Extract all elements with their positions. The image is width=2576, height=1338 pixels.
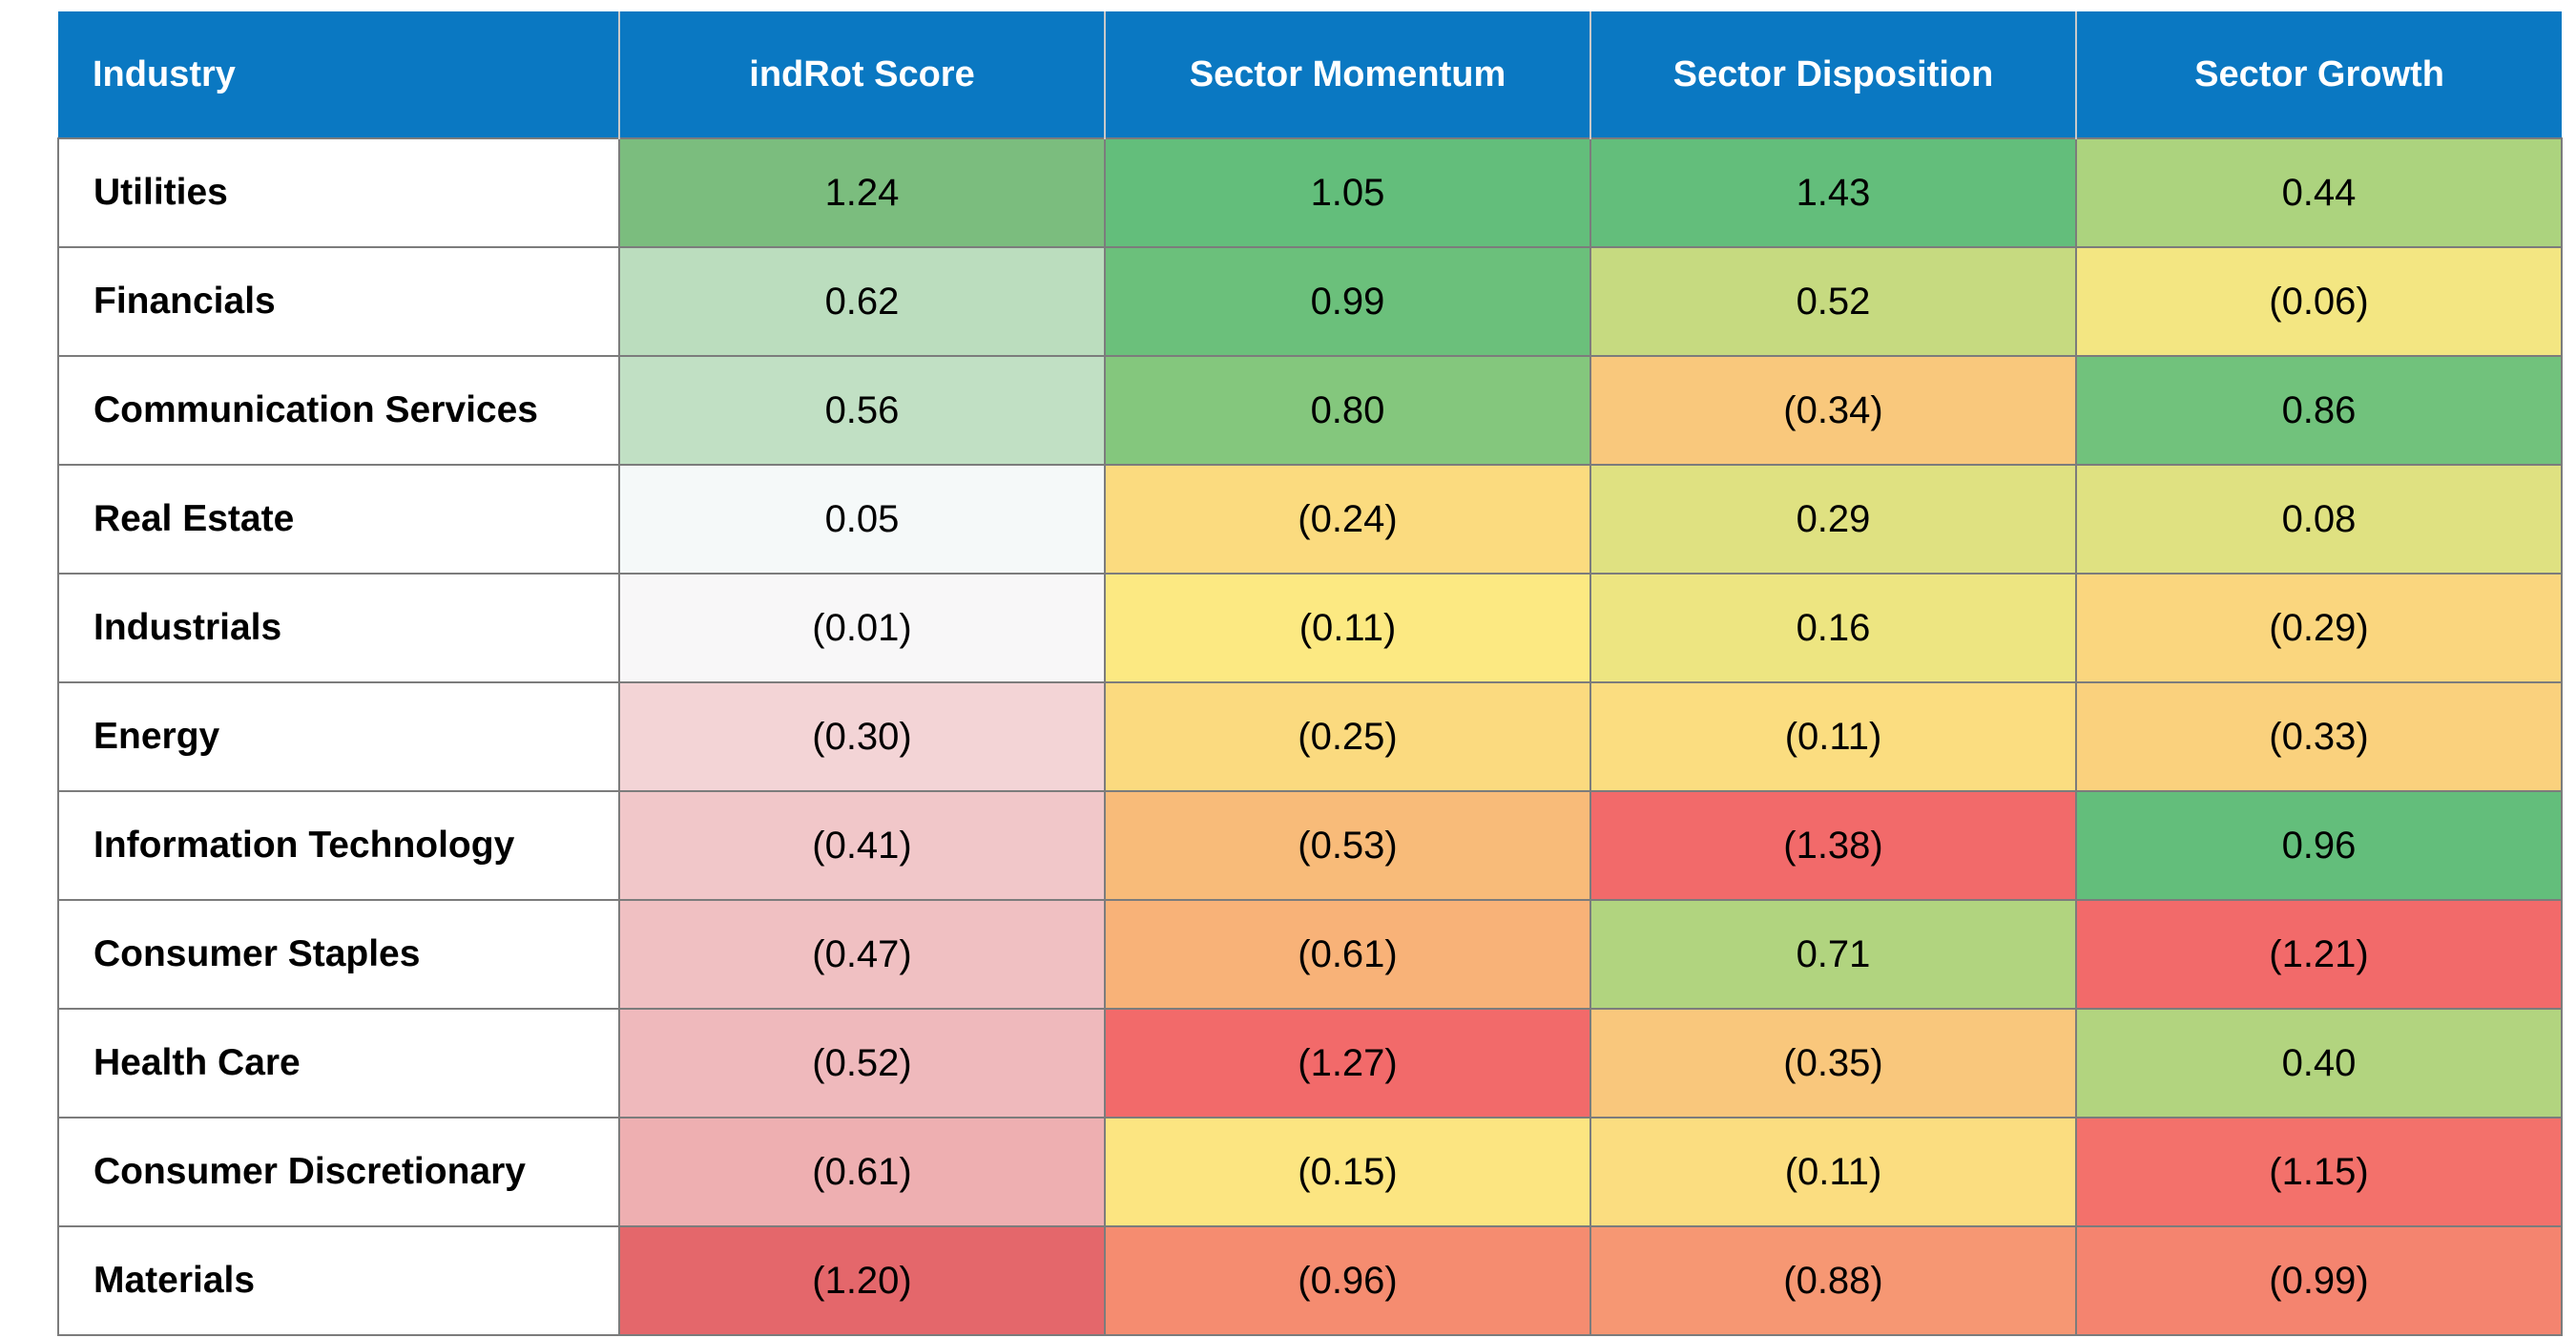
heatmap-cell: (0.61) <box>1104 899 1591 1010</box>
heatmap-cell: 0.62 <box>618 246 1106 357</box>
heatmap-cell: (0.88) <box>1589 1225 2077 1336</box>
heatmap-cell: (0.01) <box>618 573 1106 683</box>
table-row: Real Estate 0.05 (0.24) 0.29 0.08 <box>57 464 2563 575</box>
industry-label: Consumer Staples <box>57 899 620 1010</box>
heatmap-cell: (1.27) <box>1104 1008 1591 1118</box>
heatmap-cell: (1.21) <box>2075 899 2563 1010</box>
heatmap-cell: (0.52) <box>618 1008 1106 1118</box>
industry-label: Utilities <box>57 137 620 248</box>
industry-label: Energy <box>57 681 620 792</box>
table-row: Financials 0.62 0.99 0.52 (0.06) <box>57 246 2563 357</box>
heatmap-cell: 1.24 <box>618 137 1106 248</box>
header-row: Industry indRot Score Sector Momentum Secto… <box>58 11 2562 138</box>
heatmap-cell: 0.71 <box>1589 899 2077 1010</box>
heatmap-cell: (0.34) <box>1589 355 2077 466</box>
table-row: Communication Services 0.56 0.80 (0.34) 0.86 <box>57 355 2563 466</box>
heatmap-cell: 0.08 <box>2075 464 2563 575</box>
industry-label: Industrials <box>57 573 620 683</box>
heatmap-cell: 0.56 <box>618 355 1106 466</box>
heatmap-cell: 0.96 <box>2075 790 2563 901</box>
heatmap-cell: (0.35) <box>1589 1008 2077 1118</box>
industry-label: Communication Services <box>57 355 620 466</box>
heatmap-cell: (0.53) <box>1104 790 1591 901</box>
heatmap-cell: (0.30) <box>618 681 1106 792</box>
table-row: Energy (0.30) (0.25) (0.11) (0.33) <box>57 681 2563 792</box>
industry-label: Materials <box>57 1225 620 1336</box>
heatmap-cell: (0.11) <box>1589 1117 2077 1227</box>
heatmap-cell: 0.99 <box>1104 246 1591 357</box>
heatmap-cell: (1.20) <box>618 1225 1106 1336</box>
heatmap-cell: (0.33) <box>2075 681 2563 792</box>
heatmap-cell: (0.96) <box>1104 1225 1591 1336</box>
heatmap-cell: 0.52 <box>1589 246 2077 357</box>
heatmap-cell: (1.38) <box>1589 790 2077 901</box>
heatmap-cell: (0.06) <box>2075 246 2563 357</box>
heatmap-cell: 0.16 <box>1589 573 2077 683</box>
heatmap-cell: (0.99) <box>2075 1225 2563 1336</box>
table-body: Utilities 1.24 1.05 1.43 0.44 Financials 0.62 0… <box>57 137 2563 1336</box>
table-header: Industry indRot Score Sector Momentum Secto… <box>58 11 2562 138</box>
heatmap-cell: (0.25) <box>1104 681 1591 792</box>
heatmap-cell: 0.29 <box>1589 464 2077 575</box>
heatmap-cell: (0.15) <box>1104 1117 1591 1227</box>
heatmap-cell: (0.24) <box>1104 464 1591 575</box>
heatmap-cell: (0.11) <box>1589 681 2077 792</box>
column-header-sector-momentum: Sector Momentum <box>1104 11 1590 138</box>
table-row: Materials (1.20) (0.96) (0.88) (0.99) <box>57 1225 2563 1336</box>
heatmap-cell: (0.47) <box>618 899 1106 1010</box>
table-row: Information Technology (0.41) (0.53) (1.38)… <box>57 790 2563 901</box>
table-row: Consumer Staples (0.47) (0.61) 0.71 (1.21) <box>57 899 2563 1010</box>
table-row: Consumer Discretionary (0.61) (0.15) (0.11)… <box>57 1117 2563 1227</box>
heatmap-cell: (1.15) <box>2075 1117 2563 1227</box>
table-row: Utilities 1.24 1.05 1.43 0.44 <box>57 137 2563 248</box>
table-row: Health Care (0.52) (1.27) (0.35) 0.40 <box>57 1008 2563 1118</box>
column-header-sector-disposition: Sector Disposition <box>1589 11 2076 138</box>
industry-label: Information Technology <box>57 790 620 901</box>
heatmap-cell: 0.80 <box>1104 355 1591 466</box>
industry-label: Financials <box>57 246 620 357</box>
heatmap-cell: 0.05 <box>618 464 1106 575</box>
heatmap-cell: 0.86 <box>2075 355 2563 466</box>
heatmap-cell: 0.44 <box>2075 137 2563 248</box>
heatmap-cell: 1.05 <box>1104 137 1591 248</box>
industry-label: Consumer Discretionary <box>57 1117 620 1227</box>
column-header-industry: Industry <box>58 11 619 138</box>
heatmap-cell: (0.61) <box>618 1117 1106 1227</box>
heatmap-table: Industry indRot Score Sector Momentum Secto… <box>57 11 2563 1336</box>
industry-label: Health Care <box>57 1008 620 1118</box>
heatmap-cell: 1.43 <box>1589 137 2077 248</box>
column-header-sector-growth: Sector Growth <box>2075 11 2562 138</box>
table-row: Industrials (0.01) (0.11) 0.16 (0.29) <box>57 573 2563 683</box>
heatmap-cell: 0.40 <box>2075 1008 2563 1118</box>
column-header-indrot-score: indRot Score <box>618 11 1105 138</box>
heatmap-cell: (0.29) <box>2075 573 2563 683</box>
heatmap-cell: (0.11) <box>1104 573 1591 683</box>
heatmap-cell: (0.41) <box>618 790 1106 901</box>
industry-label: Real Estate <box>57 464 620 575</box>
